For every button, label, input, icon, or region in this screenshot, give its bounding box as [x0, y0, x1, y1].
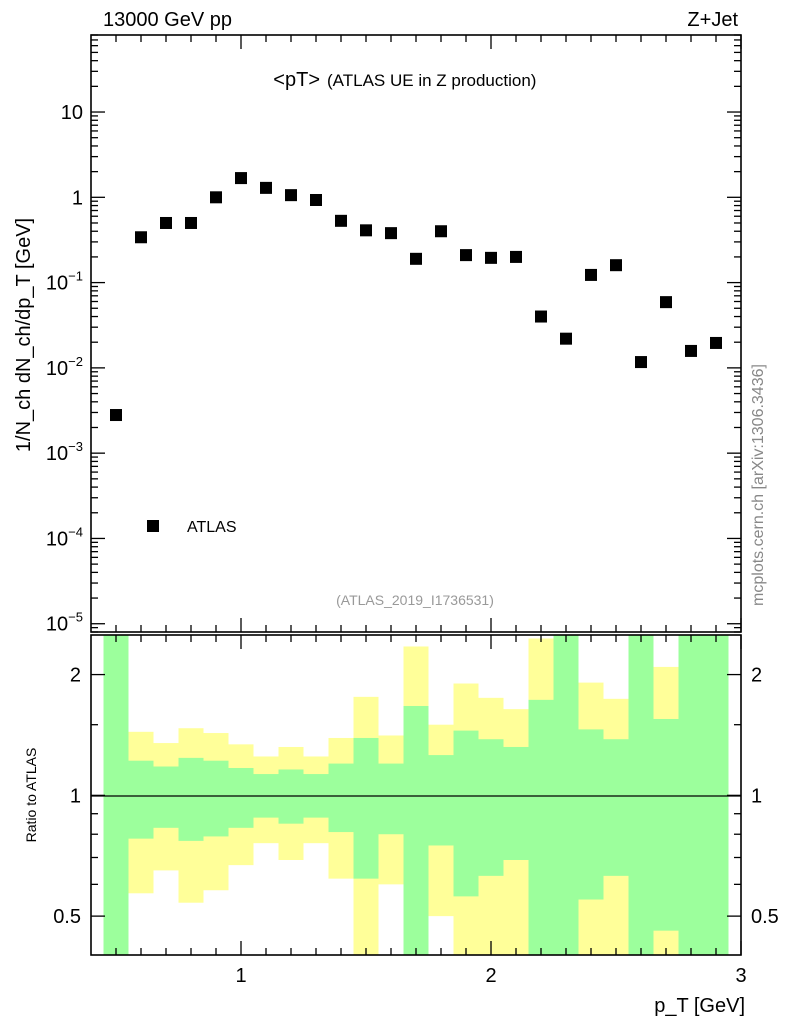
ratio-y-axis-label: Ratio to ATLAS [23, 748, 39, 843]
y-tick-label: 10−5 [46, 610, 83, 636]
ratio-y-tick-label-right: 0.5 [751, 906, 779, 928]
data-point [435, 225, 447, 238]
stat-uncertainty-band [228, 767, 254, 828]
tick-base: 10 [46, 614, 68, 636]
ratio-frame [90, 634, 742, 956]
stat-uncertainty-band [553, 635, 579, 955]
stat-uncertainty-band [203, 760, 229, 837]
stat-uncertainty-band [453, 730, 479, 897]
data-point [210, 191, 222, 204]
stat-uncertainty-band [178, 757, 204, 841]
legend: ATLAS [147, 519, 237, 536]
x-axis-label: p_T [GeV] [654, 995, 745, 1017]
ratio-y-tick-label-right: 1 [751, 785, 762, 807]
y-tick-label: 10 [61, 102, 83, 124]
data-point [535, 310, 547, 323]
data-points [110, 172, 722, 422]
data-point [560, 332, 572, 345]
stat-uncertainty-band [103, 635, 129, 955]
data-point [385, 227, 397, 240]
y-tick-label: 10−4 [46, 524, 83, 550]
data-point [460, 249, 472, 262]
stat-uncertainty-band [328, 763, 354, 833]
tick-exponent: −2 [68, 354, 83, 369]
tick-exponent: −3 [68, 439, 83, 454]
y-tick-label: 1 [72, 187, 83, 209]
data-point [360, 224, 372, 237]
y-tick-label: 10−3 [46, 439, 83, 465]
analysis-id: (ATLAS_2019_I1736531) [336, 592, 494, 608]
data-point [585, 268, 597, 281]
data-point [635, 356, 647, 369]
x-tick-label: 2 [485, 965, 496, 987]
side-note: mcplots.cern.ch [arXiv:1306.3436] [750, 364, 767, 606]
data-point [235, 172, 247, 185]
stat-uncertainty-band [128, 760, 154, 839]
stat-uncertainty-band [378, 763, 404, 835]
stat-uncertainty-band [703, 635, 729, 955]
legend-marker [147, 520, 159, 532]
data-point [260, 181, 272, 194]
stat-uncertainty-band [578, 729, 604, 900]
data-point [335, 214, 347, 227]
stat-uncertainty-band [628, 635, 654, 955]
tick-base: 10 [46, 443, 68, 465]
data-point [160, 216, 172, 229]
ratio-y-tick-label: 1 [70, 785, 81, 807]
y-tick-label: 10−1 [46, 269, 83, 295]
stat-uncertainty-band [403, 705, 429, 955]
data-point [285, 189, 297, 202]
data-point [110, 409, 122, 422]
ratio-y-tick-label: 2 [70, 665, 81, 687]
data-point [485, 251, 497, 264]
y-axis-label: 1/N_ch dN_ch/dp_T [GeV] [13, 218, 35, 452]
y-tick-label: 10−2 [46, 354, 83, 380]
tick-base: 10 [46, 273, 68, 295]
data-point [710, 336, 722, 349]
data-point [510, 250, 522, 263]
tick-base: 10 [46, 528, 68, 550]
data-point [310, 193, 322, 206]
title-main: <pT> [273, 69, 320, 91]
tick-exponent: −1 [68, 269, 83, 284]
data-point [610, 259, 622, 272]
data-point [410, 252, 422, 265]
ratio-y-tick-label-right: 2 [751, 665, 762, 687]
stat-uncertainty-band [503, 746, 529, 861]
data-point [660, 296, 672, 309]
header-right: Z+Jet [687, 9, 738, 31]
tick-exponent: −5 [68, 610, 83, 625]
stat-uncertainty-band [428, 755, 454, 846]
x-tick-label: 3 [735, 965, 746, 987]
stat-uncertainty-band [653, 718, 679, 931]
data-point [185, 216, 197, 229]
data-point [135, 231, 147, 244]
header-left: 13000 GeV pp [103, 9, 232, 31]
title-sub: (ATLAS UE in Z production) [327, 71, 536, 90]
stat-uncertainty-band [603, 739, 629, 876]
tick-base: 1 [72, 187, 83, 209]
stat-uncertainty-band [153, 766, 179, 828]
main-frame [90, 34, 742, 633]
stat-uncertainty-band [478, 739, 504, 876]
legend-label: ATLAS [187, 519, 237, 536]
data-point [685, 344, 697, 357]
ratio-bands [103, 635, 729, 955]
stat-uncertainty-band [678, 635, 704, 955]
x-tick-label: 1 [235, 965, 246, 987]
tick-exponent: −4 [68, 524, 83, 539]
stat-uncertainty-band [353, 737, 379, 879]
stat-uncertainty-band [528, 699, 554, 955]
ratio-y-tick-label: 0.5 [53, 906, 81, 928]
tick-base: 10 [46, 358, 68, 380]
tick-base: 10 [61, 102, 83, 124]
